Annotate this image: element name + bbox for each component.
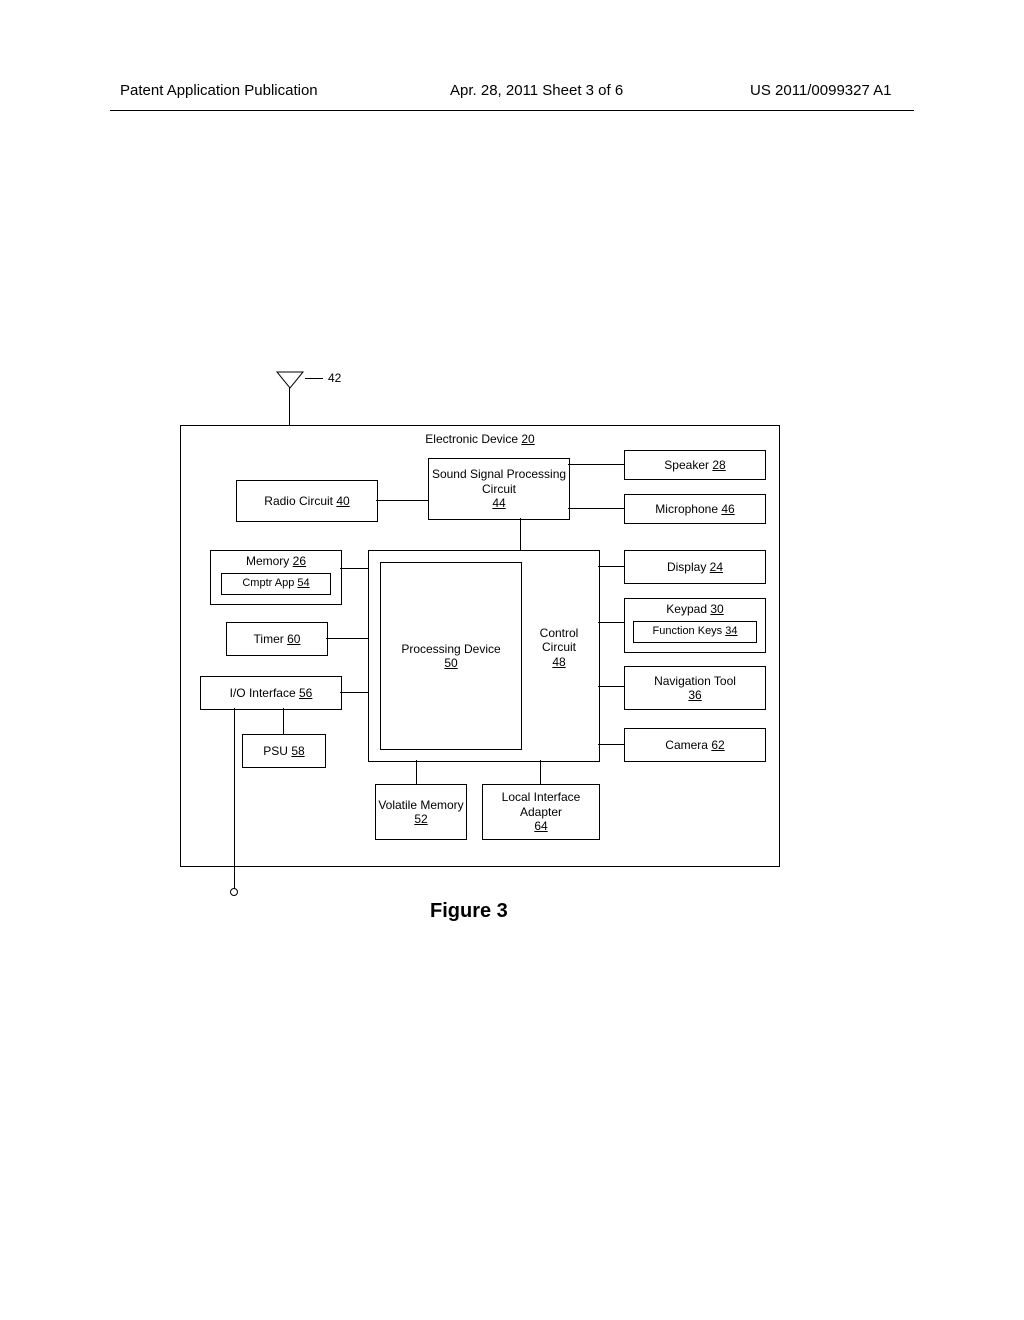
function-keys-block: Function Keys 34 (633, 621, 757, 643)
conn-proc-volatile (416, 760, 417, 784)
header-right: US 2011/0099327 A1 (750, 82, 892, 99)
page: Patent Application Publication Apr. 28, … (0, 0, 1024, 1320)
header-rule (110, 110, 914, 111)
conn-ctrl-camera (598, 744, 624, 745)
io-port-icon (230, 888, 238, 896)
io-interface-block: I/O Interface 56 (200, 676, 342, 710)
conn-ctrl-keypad (598, 622, 624, 623)
timer-block: Timer 60 (226, 622, 328, 656)
conn-io-port (234, 708, 235, 890)
speaker-block: Speaker 28 (624, 450, 766, 480)
antenna-ref: 42 (328, 371, 341, 385)
sound-processing-block: Sound Signal Processing Circuit 44 (428, 458, 570, 520)
conn-ctrl-navtool (598, 686, 624, 687)
camera-block: Camera 62 (624, 728, 766, 762)
container-title: Electronic Device 20 (181, 432, 779, 446)
conn-ctrl-display (598, 566, 624, 567)
figure-3: 42 Electronic Device 20 Radio Circuit 40… (180, 370, 780, 880)
conn-timer-proc (326, 638, 368, 639)
local-interface-block: Local Interface Adapter 64 (482, 784, 600, 840)
conn-sound-down (520, 518, 521, 550)
cmptr-app-block: Cmptr App 54 (221, 573, 331, 595)
navigation-tool-block: Navigation Tool 36 (624, 666, 766, 710)
header-center: Apr. 28, 2011 Sheet 3 of 6 (450, 82, 623, 99)
header-left: Patent Application Publication (120, 82, 318, 99)
leader-antenna (305, 378, 323, 379)
conn-sound-mic (568, 508, 624, 509)
volatile-memory-block: Volatile Memory 52 (375, 784, 467, 840)
control-label: Control Circuit 48 (529, 626, 589, 669)
keypad-block: Keypad 30 Function Keys 34 (624, 598, 766, 653)
conn-ctrl-localif (540, 760, 541, 784)
conn-radio-sound (376, 500, 428, 501)
conn-memory-proc (340, 568, 368, 569)
display-block: Display 24 (624, 550, 766, 584)
processing-device-block: Processing Device 50 (380, 562, 522, 750)
psu-block: PSU 58 (242, 734, 326, 768)
microphone-block: Microphone 46 (624, 494, 766, 524)
antenna-icon (275, 370, 305, 390)
radio-circuit-block: Radio Circuit 40 (236, 480, 378, 522)
conn-io-proc (340, 692, 368, 693)
conn-sound-speaker (568, 464, 624, 465)
conn-io-psu (283, 708, 284, 734)
figure-caption: Figure 3 (430, 900, 508, 923)
memory-block: Memory 26 Cmptr App 54 (210, 550, 342, 605)
